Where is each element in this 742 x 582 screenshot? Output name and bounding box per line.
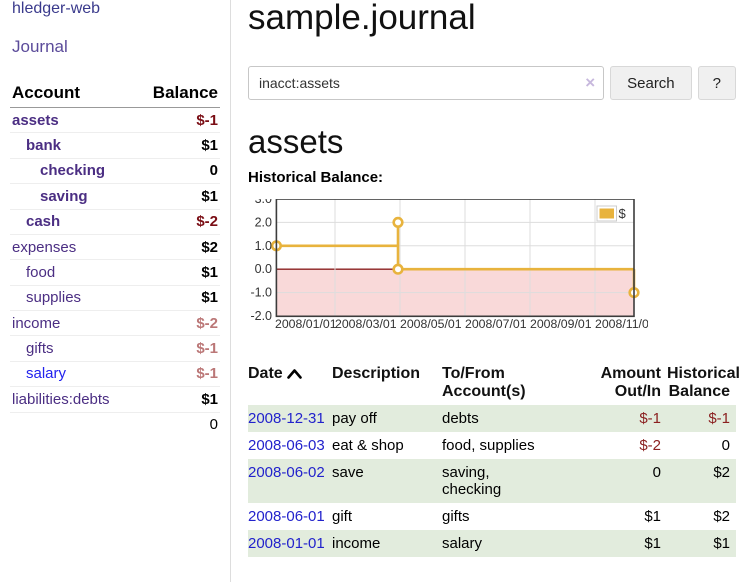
svg-text:2008/05/01: 2008/05/01 — [400, 317, 462, 331]
svg-text:1.0: 1.0 — [255, 239, 272, 253]
svg-text:-2.0: -2.0 — [250, 309, 272, 323]
svg-text:3.0: 3.0 — [255, 199, 272, 206]
svg-text:-1.0: -1.0 — [250, 286, 272, 300]
svg-text:2.0: 2.0 — [255, 215, 272, 229]
svg-text:2008/09/01: 2008/09/01 — [530, 317, 592, 331]
svg-text:$: $ — [619, 206, 627, 221]
svg-text:2008/03/01: 2008/03/01 — [335, 317, 397, 331]
svg-text:0.0: 0.0 — [255, 262, 272, 276]
svg-text:2008/01/01: 2008/01/01 — [275, 317, 337, 331]
svg-text:2008/11/01: 2008/11/01 — [595, 317, 648, 331]
svg-text:2008/07/01: 2008/07/01 — [465, 317, 527, 331]
